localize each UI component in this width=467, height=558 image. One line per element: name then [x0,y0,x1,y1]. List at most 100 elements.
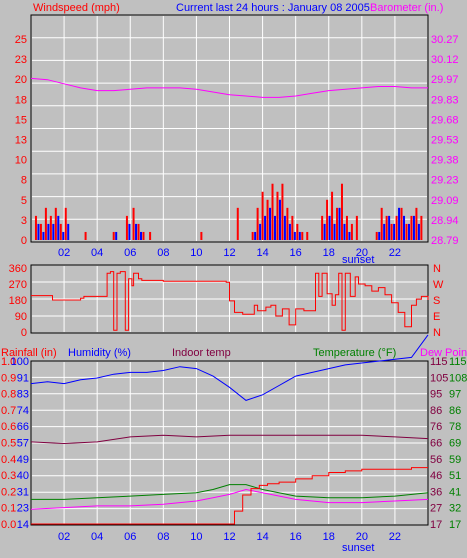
wind-avg-bar [42,231,45,240]
wind-gust-bar [390,223,393,240]
windspeed-tick: 23 [15,54,27,66]
x-tick: 02 [58,247,70,259]
wind-avg-bar [259,223,262,240]
wind-gust-bar [132,207,135,240]
direction-degree-ticks: 360 270 180 90 0 [9,263,27,339]
rainfall-axis-label: Rainfall (in) [1,347,57,359]
x-ticks-bottom: 02 04 06 08 10 12 14 16 18 20 22 [58,531,401,543]
direction-compass-tick: E [433,311,440,323]
wind-gust-bar [301,231,304,240]
barometer-ticks: 30.27 30.12 29.97 29.83 29.68 29.53 29.38 29.23… [431,34,459,247]
wind-avg-bar [293,231,296,240]
wind-gust-bar [420,215,423,240]
wind-gust-bar [281,183,284,240]
wind-gust-bar [125,215,128,240]
wind-avg-bar [264,215,267,240]
wind-gust-bar [296,223,299,240]
x-tick: 22 [389,531,401,543]
x-tick: 18 [323,531,335,543]
windspeed-ticks: 25 23 20 18 15 13 10 8 5 3 0 [15,34,27,247]
wind-gust-bar [261,191,264,240]
wind-avg-bar [328,215,331,240]
bottom-panel-lines [30,334,429,525]
temperature-tick: 76 [430,421,442,433]
temperature-tick: 27 [430,503,442,515]
wind-gust-bar [200,231,203,240]
direction-compass-tick: N [433,327,441,339]
wind-gust-bar [336,207,339,240]
wind-gust-bar [137,223,140,240]
wind-avg-bar [273,215,276,240]
rainfall-tick: 0.5 [1,438,16,450]
wind-avg-bar [115,231,118,240]
humidity-tick: 74 [17,405,29,417]
rainfall-tick: 0.9 [1,372,16,384]
barometer-tick: 29.53 [431,135,459,147]
wind-avg-bar [288,223,291,240]
barometer-tick: 29.38 [431,155,459,167]
direction-degree-tick: 360 [9,263,27,275]
wind-gust-bar [405,223,408,240]
wind-gust-bar [49,215,52,240]
x-tick: 18 [323,247,335,259]
dew-point-tick: 115 [449,356,467,368]
temperature-tick: 66 [430,438,442,450]
x-tick: 14 [256,247,268,259]
wind-gust-bar [149,231,152,240]
x-tick: 04 [91,247,103,259]
wind-avg-bar [67,223,70,240]
indoor-temp-line [30,434,429,445]
rainfall-tick: 0.6 [1,421,16,433]
windspeed-tick: 18 [15,94,27,106]
wind-avg-bar [393,223,396,240]
wind-avg-bar [52,223,55,240]
wind-gust-bar [34,215,37,240]
windspeed-tick: 10 [15,155,27,167]
rainfall-tick: 0.0 [1,519,16,531]
wind-avg-bar [283,215,286,240]
rainfall-tick: 0.2 [1,486,16,498]
dew-point-tick: 97 [449,389,461,401]
wind-avg-bar [412,215,415,240]
wind-avg-bar [407,223,410,240]
dew-point-tick: 51 [449,470,461,482]
barometer-tick: 28.94 [431,215,459,227]
windspeed-tick: 13 [15,135,27,147]
wind-avg-bar [403,215,406,240]
wind-gust-bar [350,223,353,240]
wind-avg-bar [128,223,131,240]
wind-avg-bar [298,231,301,240]
rainfall-tick: 0.4 [1,454,16,466]
dew-point-axis-label: Dew Point [420,347,467,359]
wind-gust-bar [355,215,358,240]
dew-point-tick: 69 [449,438,461,450]
wind-avg-bar [338,207,341,240]
x-tick: 22 [389,247,401,259]
barometer-tick: 29.09 [431,195,459,207]
rainfall-tick: 0.1 [1,503,16,515]
wind-gust-bar [380,207,383,240]
wind-gust-bar [271,183,274,240]
temperature-line [31,484,429,500]
wind-gust-bar [345,215,348,240]
x-tick: 12 [223,247,235,259]
temperature-axis-label: Temperature (°F) [313,347,396,359]
chart-title: Current last 24 hours : January 08 2005 [176,2,370,14]
wind-gust-bar [54,207,57,240]
rainfall-tick: 0.3 [1,470,16,482]
wind-avg-bar [62,231,65,240]
x-tick: 14 [256,531,268,543]
windspeed-tick: 25 [15,34,27,46]
wind-avg-bar [417,223,420,240]
windspeed-tick: 15 [15,114,27,126]
windspeed-tick: 20 [15,74,27,86]
dew-point-tick: 41 [449,486,461,498]
wind-gust-bar [44,207,47,240]
x-tick: 12 [223,531,235,543]
windspeed-tick: 0 [21,235,27,247]
wind-gust-bar [59,223,62,240]
wind-gust-bar [415,207,418,240]
wind-avg-bar [323,223,326,240]
temperature-tick: 17 [430,519,442,531]
